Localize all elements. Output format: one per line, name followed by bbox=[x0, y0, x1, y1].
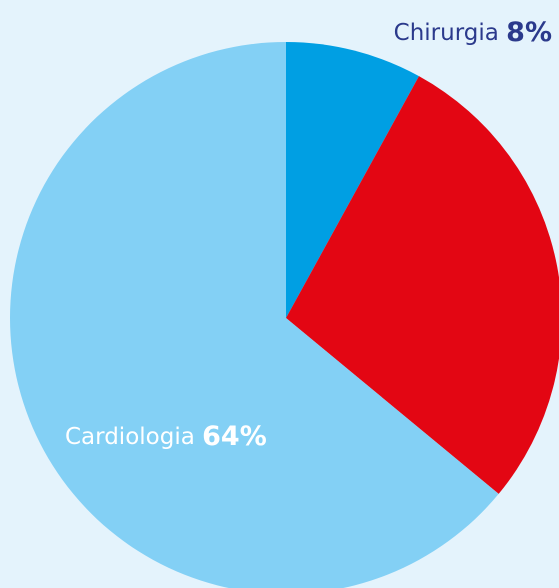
pie-slice bbox=[10, 42, 499, 588]
slice-name: Chirurgia bbox=[394, 20, 499, 46]
slice-label: Chirurgia 8% bbox=[394, 17, 552, 48]
pie-slice bbox=[286, 76, 559, 494]
slice-value: 8% bbox=[506, 17, 552, 48]
slice-label: Cardiologia 64% bbox=[65, 421, 267, 452]
slice-spacer bbox=[499, 20, 506, 46]
slice-value: 64% bbox=[202, 421, 267, 452]
pie-slice bbox=[286, 42, 419, 318]
slice-name: Cardiologia bbox=[65, 424, 195, 450]
slice-spacer bbox=[195, 424, 202, 450]
